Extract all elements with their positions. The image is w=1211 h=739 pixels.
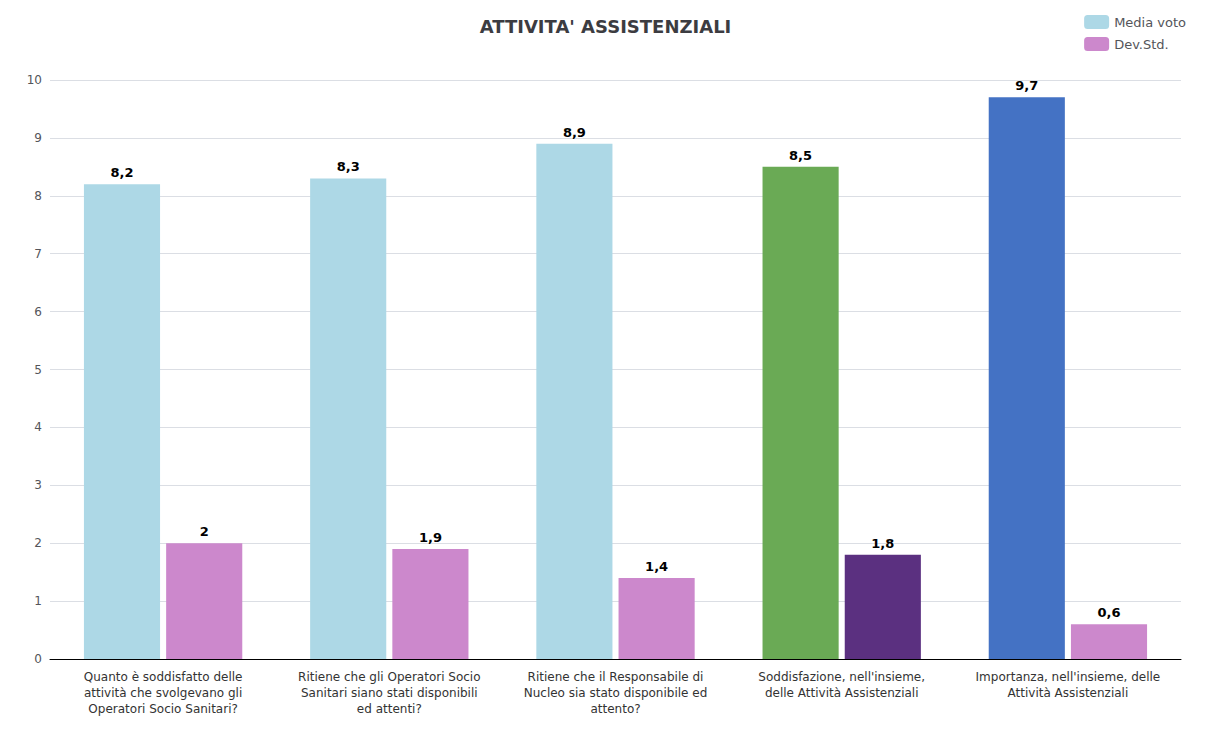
svg-text:8: 8 bbox=[34, 189, 42, 203]
svg-text:attento?: attento? bbox=[590, 702, 640, 716]
svg-text:Quanto è soddisfatto delle: Quanto è soddisfatto delle bbox=[84, 670, 243, 684]
svg-text:8,3: 8,3 bbox=[337, 159, 360, 174]
svg-text:Ritiene che gli Operatori Soci: Ritiene che gli Operatori Socio bbox=[298, 670, 481, 684]
svg-text:6: 6 bbox=[34, 305, 42, 319]
svg-text:ed attenti?: ed attenti? bbox=[357, 702, 422, 716]
svg-text:7: 7 bbox=[34, 247, 42, 261]
svg-text:Soddisfazione, nell'insieme,: Soddisfazione, nell'insieme, bbox=[758, 670, 925, 684]
svg-text:attività che svolgevano gli: attività che svolgevano gli bbox=[84, 686, 242, 700]
svg-text:Operatori Socio Sanitari?: Operatori Socio Sanitari? bbox=[88, 702, 238, 716]
svg-text:4: 4 bbox=[34, 420, 42, 434]
svg-text:10: 10 bbox=[27, 73, 42, 87]
svg-text:8,2: 8,2 bbox=[110, 165, 133, 180]
svg-text:9,7: 9,7 bbox=[1015, 78, 1038, 93]
svg-text:9: 9 bbox=[34, 131, 42, 145]
svg-text:3: 3 bbox=[34, 478, 42, 492]
svg-text:1,8: 1,8 bbox=[871, 536, 894, 551]
svg-text:Sanitari siano stati disponibi: Sanitari siano stati disponibili bbox=[301, 686, 478, 700]
svg-text:5: 5 bbox=[34, 363, 42, 377]
svg-text:0,6: 0,6 bbox=[1097, 605, 1120, 620]
svg-text:Attività Assistenziali: Attività Assistenziali bbox=[1008, 686, 1129, 700]
svg-text:delle Attività Assistenziali: delle Attività Assistenziali bbox=[765, 686, 919, 700]
svg-text:0: 0 bbox=[34, 652, 42, 666]
svg-text:Dev.Std.: Dev.Std. bbox=[1114, 37, 1169, 52]
svg-text:Media voto: Media voto bbox=[1114, 15, 1186, 30]
svg-text:8,5: 8,5 bbox=[789, 148, 812, 163]
svg-text:ATTIVITA' ASSISTENZIALI: ATTIVITA' ASSISTENZIALI bbox=[480, 16, 732, 37]
svg-text:Importanza, nell'insieme, dell: Importanza, nell'insieme, delle bbox=[976, 670, 1161, 684]
svg-text:8,9: 8,9 bbox=[563, 125, 586, 140]
svg-text:2: 2 bbox=[200, 524, 209, 539]
svg-text:1: 1 bbox=[34, 594, 42, 608]
svg-text:Nucleo sia stato disponibile e: Nucleo sia stato disponibile ed bbox=[524, 686, 708, 700]
svg-text:2: 2 bbox=[34, 536, 42, 550]
svg-text:1,4: 1,4 bbox=[645, 559, 668, 574]
svg-text:1,9: 1,9 bbox=[419, 530, 442, 545]
svg-text:Ritiene che il Responsabile di: Ritiene che il Responsabile di bbox=[528, 670, 704, 684]
